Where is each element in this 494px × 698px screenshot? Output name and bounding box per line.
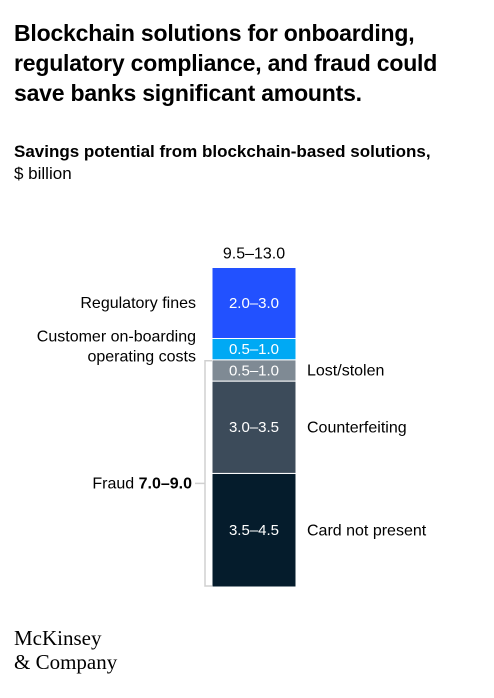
bar-segment-cardnotpresent: [211, 472, 297, 588]
bar-value-regulatory: 2.0–3.0: [229, 295, 279, 312]
bar-value-lost: 0.5–1.0: [229, 362, 279, 379]
subtitle-text: Savings potential from blockchain-based …: [14, 142, 431, 161]
chart-title: Blockchain solutions for onboarding, reg…: [14, 20, 438, 106]
segment-label-cardnotpresent: Card not present: [307, 522, 427, 539]
bar-value-counterfeit: 3.0–3.5: [229, 419, 279, 436]
logo-line-1: McKinsey: [14, 626, 102, 650]
segment-label-onboarding-line-2: operating costs: [87, 348, 196, 365]
total-label: 9.5–13.0: [223, 246, 285, 263]
segment-label-counterfeit: Counterfeiting: [307, 419, 407, 436]
group-name-fraud: Fraud: [92, 476, 138, 493]
bar-segment-regulatory: [211, 267, 297, 339]
group-label-fraud: Fraud 7.0–9.0: [92, 476, 192, 493]
segment-label-regulatory: Regulatory fines: [80, 295, 196, 312]
logo-line-2: & Company: [14, 650, 118, 674]
bar-value-onboarding: 0.5–1.0: [229, 341, 279, 358]
chart-subtitle: Savings potential from blockchain-based …: [14, 141, 489, 185]
group-value-fraud: 7.0–9.0: [139, 476, 192, 493]
group-bracket-fraud: [204, 360, 212, 587]
segment-label-onboarding-line-1: Customer on-boarding: [37, 328, 196, 345]
mckinsey-logo: McKinsey & Company: [14, 626, 117, 674]
bar-value-cardnotpresent: 3.5–4.5: [229, 522, 279, 539]
unit-label: $ billion: [14, 164, 72, 183]
segment-label-lost: Lost/stolen: [307, 363, 384, 380]
bar-segment-counterfeit: [211, 380, 297, 474]
